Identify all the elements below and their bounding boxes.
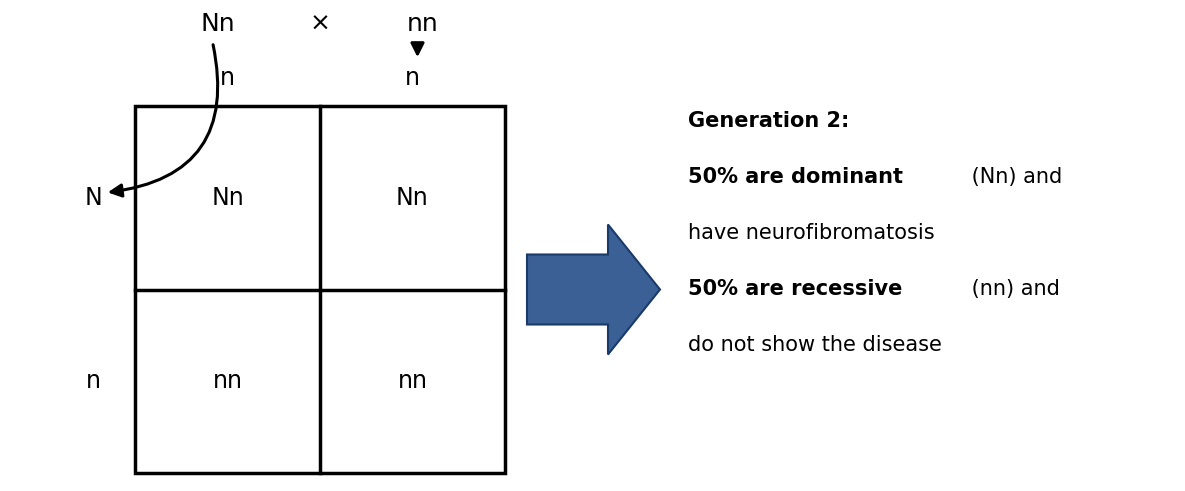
Text: do not show the disease: do not show the disease [688, 335, 942, 355]
Text: nn: nn [406, 12, 438, 36]
Text: 50% are dominant: 50% are dominant [688, 167, 903, 187]
Text: Generation 2:: Generation 2: [688, 111, 850, 131]
Text: n: n [220, 66, 235, 90]
Text: Nn: Nn [200, 12, 235, 36]
FancyArrowPatch shape [412, 43, 423, 54]
Text: nn: nn [212, 369, 243, 393]
Text: (Nn) and: (Nn) and [966, 167, 1063, 187]
Text: n: n [85, 369, 101, 393]
Text: (nn) and: (nn) and [965, 279, 1059, 299]
Text: nn: nn [397, 369, 428, 393]
Text: N: N [84, 186, 102, 210]
Bar [135, 106, 505, 473]
Text: Nn: Nn [211, 186, 244, 210]
FancyArrowPatch shape [111, 45, 218, 196]
Text: have neurofibromatosis: have neurofibromatosis [688, 223, 935, 243]
Text: ×: × [309, 12, 331, 36]
Polygon shape [527, 224, 660, 355]
Text: Nn: Nn [396, 186, 429, 210]
Text: 50% are recessive: 50% are recessive [688, 279, 902, 299]
Text: n: n [405, 66, 419, 90]
